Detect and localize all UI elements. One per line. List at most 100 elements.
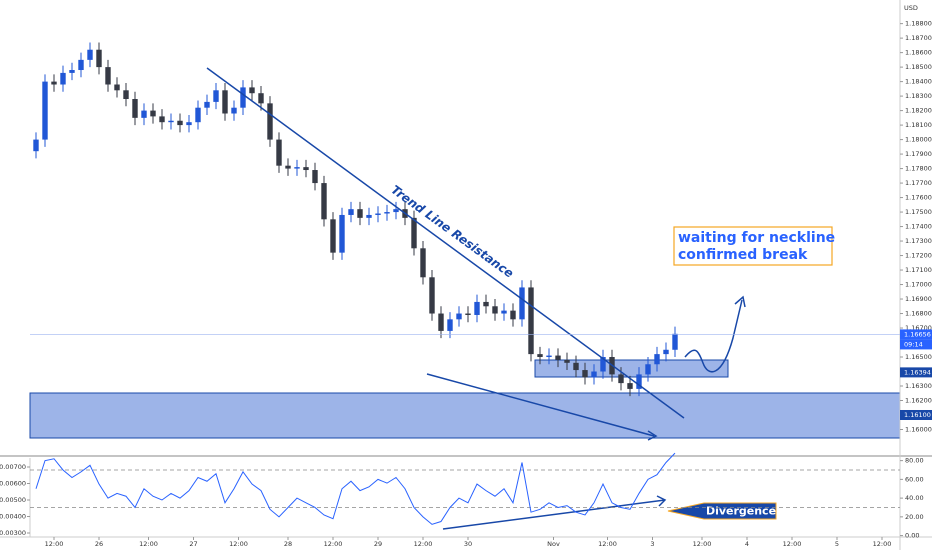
y-tick-label: 1.18400	[905, 78, 932, 86]
candle-body	[96, 49, 102, 68]
trend-line	[206, 67, 685, 419]
candle-body	[591, 371, 597, 378]
candle-body	[627, 383, 633, 389]
candle-body	[168, 120, 174, 123]
y-tick-label: 1.16500	[905, 353, 932, 361]
y-tick-label: 1.16000	[905, 425, 932, 433]
osc-tick-label: 80.00	[905, 457, 924, 465]
divergence-line	[442, 499, 666, 530]
candle-body	[222, 90, 228, 114]
price-label: 1.16100	[904, 411, 931, 419]
countdown-box	[900, 339, 932, 350]
candle-body	[501, 310, 507, 314]
candle-body	[573, 362, 579, 371]
candle-body	[618, 374, 624, 384]
support-zone	[29, 392, 901, 439]
candle-body	[60, 72, 66, 85]
divergence-label: Divergence	[706, 505, 776, 518]
y-tick-label: 1.18100	[905, 121, 932, 129]
note: confirmed break	[678, 247, 808, 263]
y-tick-label: 1.16200	[905, 396, 932, 404]
candle-body	[456, 313, 462, 320]
candle-body	[69, 70, 75, 73]
candle-body	[537, 354, 543, 358]
x-tick-label: 4	[745, 540, 749, 548]
note-box	[673, 226, 833, 266]
x-tick-label: 12:00	[414, 540, 433, 548]
x-tick-label: 26	[95, 540, 103, 548]
left-tick-label: 0.00700	[0, 463, 26, 471]
price-label: 1.16394	[904, 368, 931, 376]
y-tick-label: 1.17100	[905, 266, 932, 274]
y-tick-label: 1.18800	[905, 20, 932, 28]
candle-body	[663, 349, 669, 355]
candle-body	[114, 84, 120, 91]
candle-body	[420, 248, 426, 278]
y-tick-label: 1.17800	[905, 165, 932, 173]
candle-body	[546, 355, 552, 358]
price-label: 1.16656	[904, 330, 931, 338]
candle-body	[645, 364, 651, 375]
y-tick-label: 1.16300	[905, 382, 932, 390]
candle-body	[249, 87, 255, 94]
candle-body	[447, 319, 453, 331]
candle-body	[186, 122, 192, 126]
x-tick-label: 28	[284, 540, 292, 548]
support-line	[426, 373, 655, 437]
x-tick-label: 12:00	[598, 540, 617, 548]
candle-body	[519, 287, 525, 320]
y-tick-label: 1.16700	[905, 324, 932, 332]
candle-body	[87, 49, 93, 60]
candle-body	[348, 209, 354, 215]
left-tick-label: 0.00600	[0, 479, 26, 487]
arrow-head	[647, 430, 658, 441]
countdown: 09:14	[904, 340, 923, 348]
candle-body	[78, 59, 84, 71]
candle-body	[240, 87, 246, 108]
x-tick-label: 5	[835, 540, 839, 548]
candle-body	[600, 357, 606, 372]
oscillator-line	[35, 452, 676, 525]
candle-body	[276, 139, 282, 166]
candle-body	[636, 374, 642, 389]
candle-body	[411, 217, 417, 249]
left-tick-label: 0.00500	[0, 496, 26, 504]
candle-body	[393, 209, 399, 213]
y-tick-label: 1.16900	[905, 295, 932, 303]
y-tick-label: 1.18700	[905, 34, 932, 42]
arrow-head	[656, 495, 667, 507]
x-tick-label: 29	[374, 540, 382, 548]
candle-body	[654, 354, 660, 365]
candle-body	[195, 107, 201, 123]
candle-body	[204, 101, 210, 108]
divergence-tag	[667, 502, 777, 520]
candle-body	[294, 167, 300, 169]
y-tick-label: 1.18200	[905, 107, 932, 115]
x-tick-label: 12:00	[324, 540, 343, 548]
candle-body	[492, 306, 498, 314]
candle-body	[42, 81, 48, 140]
candle-body	[141, 110, 147, 118]
candle-body	[33, 139, 39, 152]
price-label-box	[900, 367, 932, 378]
candle-body	[438, 313, 444, 331]
candle-body	[474, 301, 480, 315]
x-tick-label: 30	[464, 540, 472, 548]
osc-tick-label: 0.00	[905, 532, 919, 540]
left-tick-label: 0.00400	[0, 513, 26, 521]
y-tick-label: 1.16800	[905, 310, 932, 318]
y-tick-label: 1.17900	[905, 150, 932, 158]
candle-body	[267, 103, 273, 140]
x-tick-label: 3	[650, 540, 654, 548]
x-tick-label: 12:00	[783, 540, 802, 548]
candle-body	[357, 209, 363, 218]
x-tick-label: 12:00	[873, 540, 892, 548]
y-tick-label: 1.18600	[905, 49, 932, 57]
y-tick-label: 1.18300	[905, 92, 932, 100]
x-tick-label: 12:00	[693, 540, 712, 548]
osc-tick-label: 20.00	[905, 513, 924, 521]
candle-body	[528, 287, 534, 355]
candle-body	[258, 93, 264, 104]
candle-body	[564, 359, 570, 363]
